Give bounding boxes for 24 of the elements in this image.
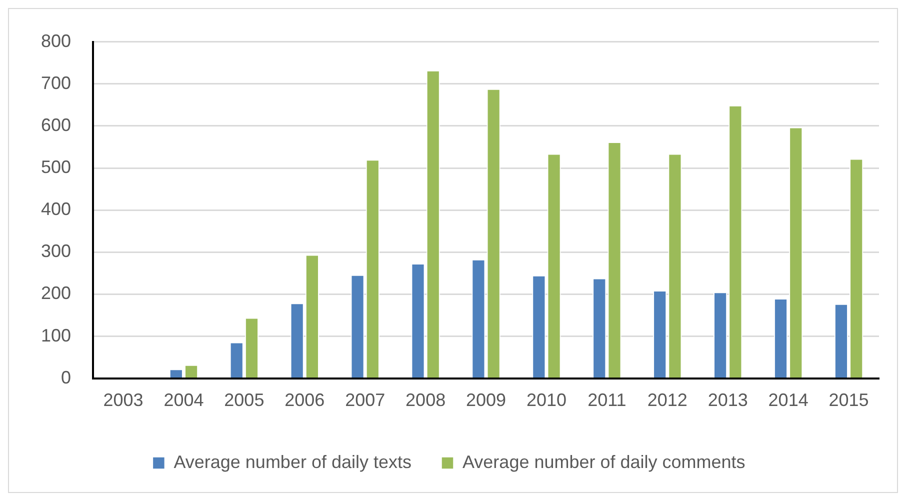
x-tick-label: 2006 [284,390,325,410]
x-tick-label: 2011 [588,390,626,410]
legend-label: Average number of daily comments [462,452,746,472]
x-tick-label: 2003 [103,390,144,410]
x-tick-label: 2007 [345,390,386,410]
y-tick-label: 800 [40,30,72,51]
y-tick-label: 500 [40,156,72,177]
x-tick-label: 2015 [828,390,869,410]
y-tick-label: 200 [40,283,72,304]
y-tick-label: 300 [40,241,72,262]
x-tick-label: 2008 [406,390,446,410]
y-tick-label: 700 [40,72,72,93]
x-tick-label: 2012 [647,390,688,410]
y-tick-label: 0 [61,367,72,388]
y-tick-label: 400 [40,199,72,220]
x-tick-label: 2005 [224,390,264,410]
x-tick-label: 2013 [708,390,748,410]
x-tick-label: 2014 [768,390,808,410]
y-tick-label: 600 [40,114,72,135]
y-tick-label: 100 [40,325,72,346]
x-tick-label: 2009 [466,390,506,410]
x-tick-label: 2004 [164,390,204,410]
x-tick-label: 2010 [526,390,566,410]
legend-label: Average number of daily texts [174,452,412,472]
